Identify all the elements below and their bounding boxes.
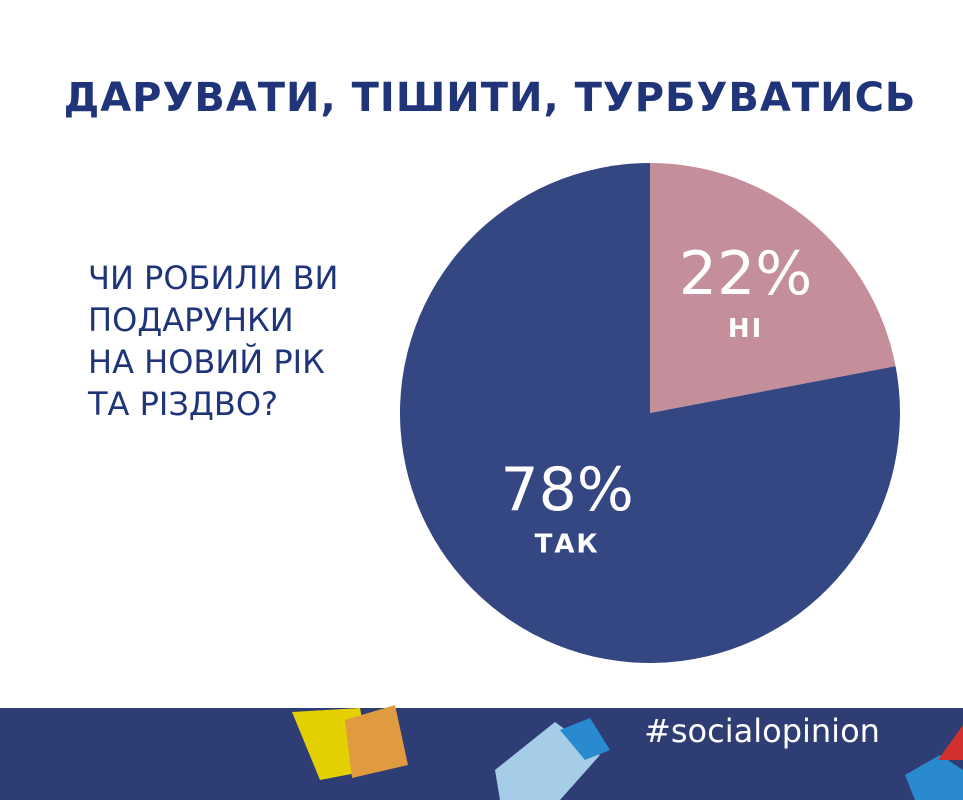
- pie-slice: [650, 163, 896, 413]
- pie-slice: [400, 163, 901, 664]
- decor: [345, 705, 408, 778]
- question: ЧИ РОБИЛИ ВИ ПОДАРУНКИ НА НОВИЙ РІК ТА РІЗД…: [87, 259, 338, 423]
- question-line: НА НОВИЙ РІК: [88, 343, 325, 381]
- value-label: 78%: [500, 455, 633, 525]
- hashtag: #socialopinion: [644, 712, 880, 750]
- question-line: ПОДАРУНКИ: [88, 301, 294, 339]
- footer-band: [0, 708, 963, 800]
- slice-label: НІ: [728, 314, 763, 344]
- question-line: ЧИ РОБИЛИ ВИ: [88, 259, 338, 297]
- decor: [938, 725, 963, 760]
- chart-title: ДАРУВАТИ, ТІШИТИ, ТУРБУВАТИСЬ: [64, 75, 917, 121]
- decor: [560, 718, 610, 760]
- pie: 22% НІ 78% ТАК: [400, 163, 901, 664]
- question-line: ТА РІЗДВО?: [87, 385, 278, 423]
- slice-label: ТАК: [535, 530, 600, 560]
- decor: [905, 755, 963, 800]
- footer: #socialopinion: [0, 705, 963, 800]
- value-label: 22%: [679, 239, 812, 309]
